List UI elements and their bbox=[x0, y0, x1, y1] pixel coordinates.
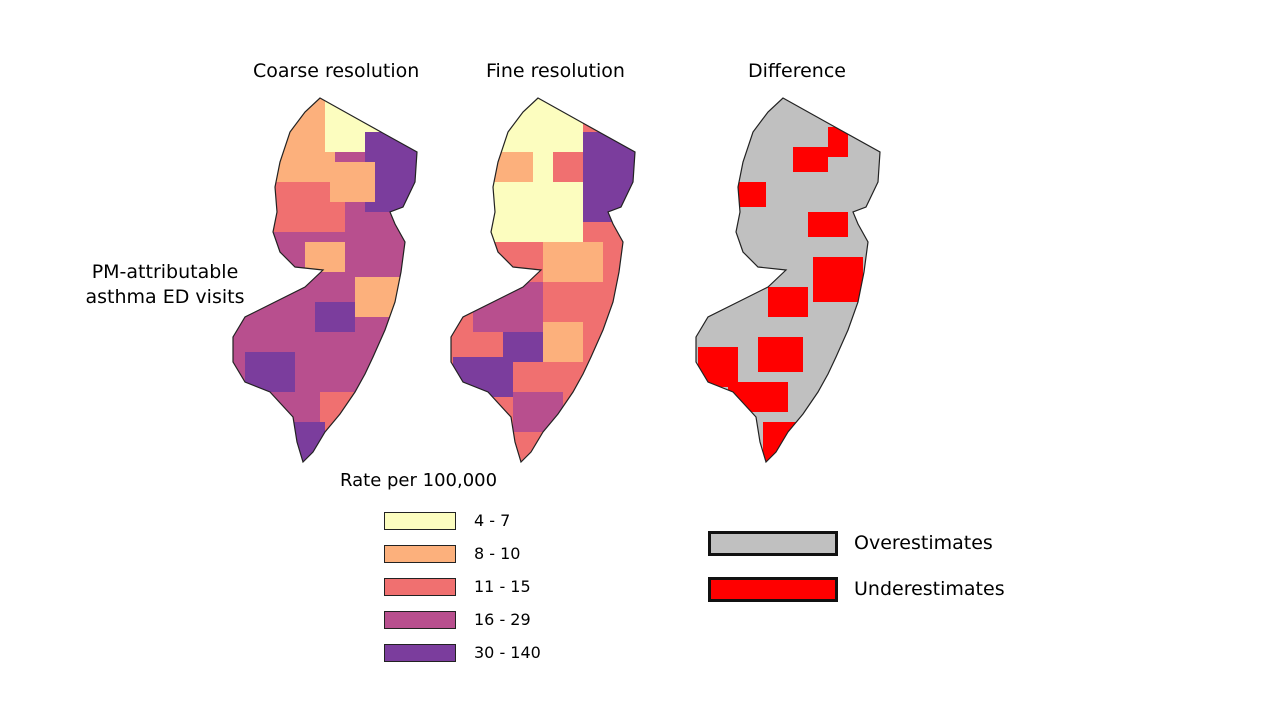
legend-item: 4 - 7 bbox=[384, 504, 541, 537]
legend-label: 4 - 7 bbox=[474, 511, 511, 530]
coarse-resolution-map bbox=[232, 97, 418, 464]
difference-legend: Overestimates Underestimates bbox=[708, 520, 1005, 612]
legend-item: 30 - 140 bbox=[384, 636, 541, 669]
legend-swatch bbox=[384, 643, 456, 662]
difference-map bbox=[695, 97, 881, 464]
rate-legend: 4 - 7 8 - 10 11 - 15 16 - 29 30 - 140 bbox=[384, 504, 541, 669]
fine-map-title: Fine resolution bbox=[486, 60, 625, 82]
legend-swatch bbox=[384, 511, 456, 530]
legend-swatch bbox=[384, 577, 456, 596]
underestimates-swatch bbox=[708, 576, 838, 602]
legend-label: Overestimates bbox=[854, 532, 993, 554]
legend-item: 16 - 29 bbox=[384, 603, 541, 636]
coarse-map-title: Coarse resolution bbox=[253, 60, 420, 82]
legend-label: 30 - 140 bbox=[474, 643, 541, 662]
legend-label: 11 - 15 bbox=[474, 577, 531, 596]
legend-item: Overestimates bbox=[708, 520, 1005, 566]
legend-label: Underestimates bbox=[854, 578, 1005, 600]
fine-resolution-map bbox=[450, 97, 636, 464]
overestimates-swatch bbox=[708, 530, 838, 556]
row-label: PM-attributable asthma ED visits bbox=[85, 261, 245, 308]
legend-label: 8 - 10 bbox=[474, 544, 521, 563]
legend-item: 8 - 10 bbox=[384, 537, 541, 570]
difference-map-title: Difference bbox=[748, 60, 846, 82]
legend-label: 16 - 29 bbox=[474, 610, 531, 629]
legend-item: 11 - 15 bbox=[384, 570, 541, 603]
rate-legend-title: Rate per 100,000 bbox=[340, 470, 498, 491]
legend-swatch bbox=[384, 544, 456, 563]
legend-item: Underestimates bbox=[708, 566, 1005, 612]
legend-swatch bbox=[384, 610, 456, 629]
